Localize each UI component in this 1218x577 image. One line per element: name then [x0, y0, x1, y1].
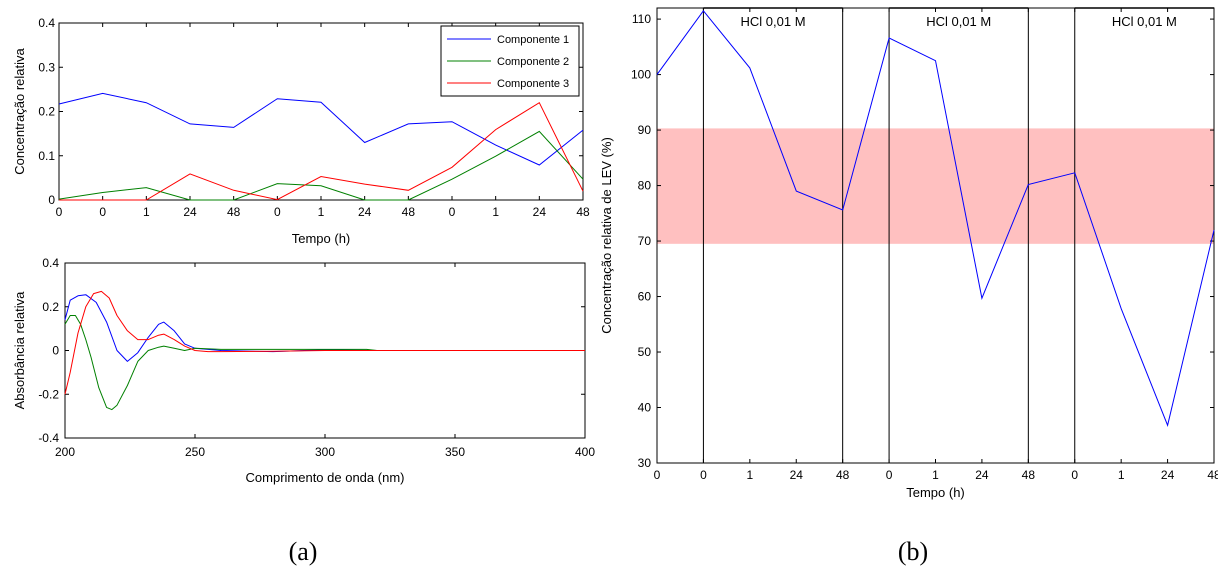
x-axis-label: Tempo (h): [292, 231, 351, 246]
annotation-hcl: HCl 0,01 M: [926, 14, 991, 29]
x-tick-label: 1: [492, 205, 499, 219]
series-line-3: [59, 101, 584, 201]
y-tick-label: 0.3: [38, 60, 55, 74]
x-tick-label: 1: [318, 205, 325, 219]
panel-label-b: (b): [898, 537, 928, 566]
x-tick-label: 0: [274, 205, 281, 219]
y-tick-label: 80: [638, 179, 652, 193]
x-tick-label: 0: [449, 205, 456, 219]
x-tick-label: 48: [836, 468, 850, 482]
legend-entry: Componente 1: [497, 34, 569, 46]
chart-concentracao-lev: HCl 0,01 M HCl 0,01 M HCl 0,01 M 0 0 1 24 48 0 1 2…: [599, 7, 1218, 500]
series-line-1: [58, 92, 584, 166]
x-axis-label: Tempo (h): [906, 485, 965, 500]
x-tick-label: 1: [1118, 468, 1125, 482]
legend-entry: Componente 3: [497, 78, 569, 90]
y-tick-label: 30: [638, 456, 652, 470]
x-tick-label: 1: [746, 468, 753, 482]
y-tick-label: 90: [638, 123, 652, 137]
x-tick-label: 24: [183, 205, 197, 219]
y-tick-label: -0.4: [38, 431, 59, 445]
acceptance-band: [657, 128, 1214, 244]
annotation-hcl: HCl 0,01 M: [1112, 14, 1177, 29]
x-tick-label: 200: [55, 445, 75, 459]
x-tick-label: 48: [576, 205, 590, 219]
y-tick-label: 40: [638, 401, 652, 415]
x-tick-label: 350: [445, 445, 465, 459]
x-tick-label: 1: [932, 468, 939, 482]
x-tick-label: 250: [185, 445, 205, 459]
spectrum-line-3: [64, 290, 585, 395]
x-tick-label: 1: [143, 205, 150, 219]
lev-series-line: [656, 9, 1215, 427]
x-tick-label: 48: [1022, 468, 1036, 482]
y-tick-label: 100: [631, 68, 651, 82]
y-tick-label: -0.2: [38, 387, 59, 401]
panel-label-a: (a): [289, 537, 318, 566]
y-axis-label: Absorbância relativa: [12, 291, 27, 410]
x-tick-label: 0: [1071, 468, 1078, 482]
x-tick-label: 24: [1161, 468, 1175, 482]
y-tick-label: 0.1: [38, 149, 55, 163]
x-tick-label: 24: [358, 205, 372, 219]
y-tick-label: 60: [638, 290, 652, 304]
x-tick-label: 24: [533, 205, 547, 219]
x-tick-label: 48: [1207, 468, 1218, 482]
x-tick-label: 400: [575, 445, 595, 459]
y-tick-label: 70: [638, 234, 652, 248]
y-tick-label: 0: [52, 344, 59, 358]
x-tick-label: 0: [654, 468, 661, 482]
y-tick-label: 0.4: [42, 256, 59, 270]
y-tick-label: 110: [632, 12, 651, 26]
y-tick-label: 0.4: [38, 16, 55, 30]
x-tick-label: 300: [315, 445, 335, 459]
x-tick-label: 48: [402, 205, 416, 219]
y-axis-label: Concentração relativa: [12, 48, 27, 175]
x-tick-label: 24: [975, 468, 989, 482]
x-tick-label: 0: [886, 468, 893, 482]
x-tick-label: 0: [56, 205, 63, 219]
x-axis-label: Comprimento de onda (nm): [246, 470, 405, 485]
series-line-2: [58, 130, 584, 201]
legend: Componente 1 Componente 2 Componente 3: [440, 25, 580, 97]
y-axis-label: Concentração relativa de LEV (%): [599, 137, 614, 334]
x-tick-label: 48: [227, 205, 241, 219]
x-tick-label: 24: [790, 468, 804, 482]
spectrum-line-2: [64, 315, 585, 411]
annotation-hcl: HCl 0,01 M: [741, 14, 806, 29]
x-tick-label: 0: [700, 468, 707, 482]
legend-entry: Componente 2: [497, 56, 569, 68]
y-tick-label: 0: [48, 193, 55, 207]
y-tick-label: 50: [638, 345, 652, 359]
chart-absorbancia-relativa: 200 250 300 350 400 -0.4 -0.2 0 0.2 0.4 Compriment…: [12, 256, 595, 485]
y-tick-label: 0.2: [38, 105, 55, 119]
x-tick-label: 0: [99, 205, 106, 219]
y-tick-label: 0.2: [42, 300, 59, 314]
